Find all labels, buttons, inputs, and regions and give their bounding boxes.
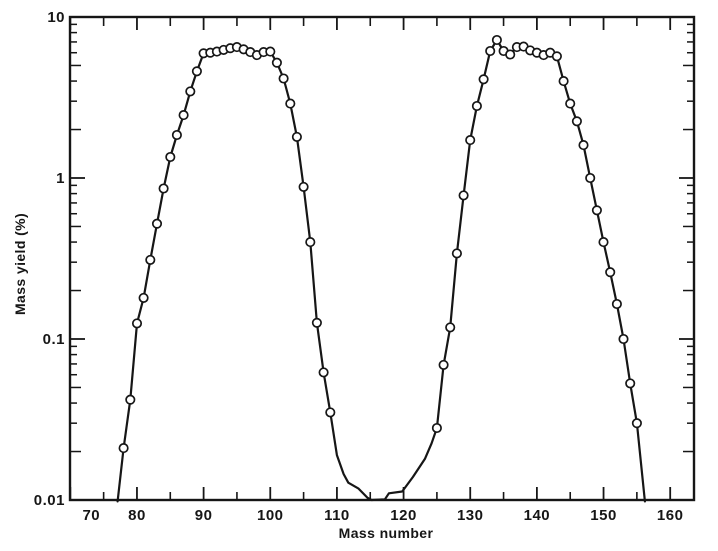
data-point-marker <box>291 131 302 142</box>
data-point-marker <box>571 116 582 127</box>
plot-border <box>68 15 696 502</box>
data-point-marker <box>431 422 442 434</box>
data-point-marker <box>185 86 196 97</box>
data-point-marker <box>145 254 156 265</box>
data-point-marker <box>591 205 602 216</box>
x-tick-label: 140 <box>524 507 551 524</box>
x-tick-label: 100 <box>257 507 284 524</box>
data-point-marker <box>311 317 322 328</box>
data-point-marker <box>605 267 616 278</box>
x-tick-label: 80 <box>128 507 146 524</box>
x-axis-title: Mass number <box>339 525 434 541</box>
data-point-marker <box>551 51 562 62</box>
x-tick-label: 90 <box>195 507 213 524</box>
data-point-marker <box>458 190 469 201</box>
data-point-marker <box>165 151 176 163</box>
data-point-marker <box>265 46 276 57</box>
data-point-marker <box>451 248 462 259</box>
data-point-marker <box>318 367 329 378</box>
data-point-marker <box>485 45 496 57</box>
data-point-marker <box>471 100 482 112</box>
data-point-marker <box>611 298 622 310</box>
data-point-marker <box>171 129 182 141</box>
y-tick-label: 1 <box>56 170 65 187</box>
data-point-marker <box>631 418 642 429</box>
data-point-marker <box>158 183 169 194</box>
data-point-marker <box>578 140 589 151</box>
data-point-marker <box>465 135 476 146</box>
data-point-marker <box>505 49 516 60</box>
data-point-marker <box>438 359 449 370</box>
curve-line <box>116 38 647 503</box>
data-point-marker <box>118 443 129 454</box>
x-tick-label: 110 <box>324 507 350 524</box>
data-point-marker <box>138 292 149 303</box>
data-point-marker <box>618 333 629 345</box>
x-tick-label: 130 <box>457 507 484 524</box>
data-point-marker <box>305 237 316 248</box>
x-tick-label: 160 <box>657 507 684 524</box>
y-axis-title: Mass yield (%) <box>12 213 28 315</box>
data-point-marker <box>191 66 202 77</box>
data-point-marker <box>565 98 576 109</box>
data-point-marker <box>445 322 456 333</box>
data-point-marker <box>298 181 309 192</box>
y-tick-label: 0.1 <box>43 331 65 348</box>
data-point-marker <box>558 76 569 87</box>
data-point-marker <box>491 34 502 46</box>
x-tick-label: 120 <box>390 507 417 524</box>
data-point-marker <box>625 378 636 389</box>
x-tick-label: 150 <box>590 507 617 524</box>
data-point-marker <box>285 98 296 109</box>
data-point-marker <box>598 237 609 248</box>
data-point-marker <box>151 218 163 229</box>
x-tick-label: 70 <box>82 507 100 524</box>
data-point-marker <box>585 172 596 184</box>
data-point-marker <box>271 57 282 68</box>
data-point-marker <box>278 73 289 84</box>
data-point-marker <box>131 318 143 329</box>
y-tick-label: 10 <box>47 9 65 26</box>
data-point-marker <box>125 394 136 405</box>
data-point-marker <box>178 110 189 121</box>
y-tick-label: 0.01 <box>34 492 65 509</box>
data-point-marker <box>478 74 489 85</box>
data-point-marker <box>325 407 336 418</box>
